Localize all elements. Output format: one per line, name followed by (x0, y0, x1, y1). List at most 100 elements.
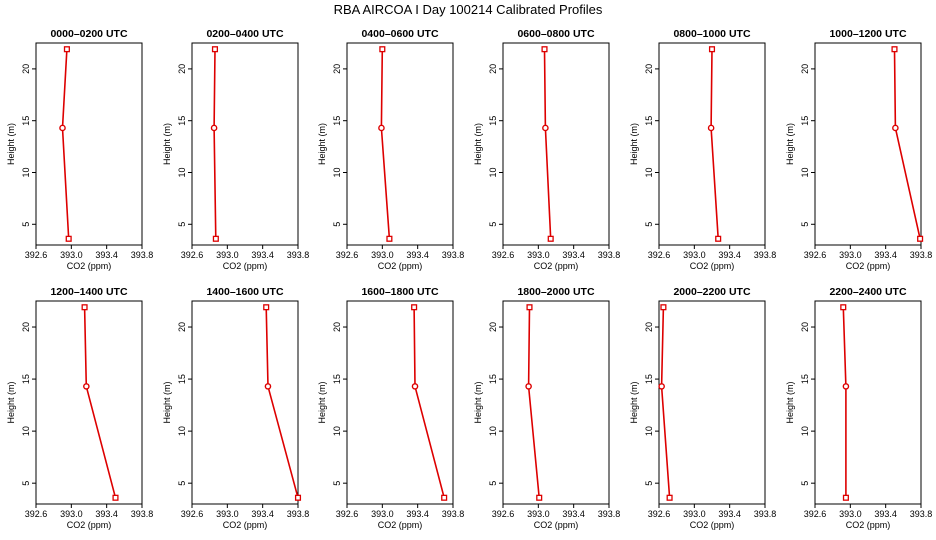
panel-title: 2200–2400 UTC (829, 286, 906, 298)
y-tick-label: 15 (21, 374, 31, 384)
data-point (917, 235, 924, 242)
series-line (893, 49, 921, 239)
x-tick-label: 393.4 (251, 250, 274, 260)
x-axis-label: CO2 (ppm) (378, 520, 423, 530)
y-tick-label: 20 (644, 322, 654, 332)
x-tick-label: 393.4 (718, 250, 741, 260)
plot-frame (35, 300, 143, 505)
y-tick-label: 5 (177, 481, 187, 486)
y-tick-label: 5 (488, 481, 498, 486)
panel-title: 0800–1000 UTC (673, 28, 750, 40)
y-tick-label: 20 (800, 64, 810, 74)
y-tick-label: 20 (488, 64, 498, 74)
plot-frame (502, 42, 610, 246)
series-line (265, 307, 299, 499)
x-tick-label: 393.4 (95, 509, 118, 519)
y-tick-label: 10 (332, 426, 342, 436)
plot-frame (191, 300, 299, 505)
panel-title: 0200–0400 UTC (206, 28, 283, 40)
data-point (525, 383, 532, 390)
y-tick-label: 5 (21, 481, 31, 486)
y-tick-label: 20 (488, 322, 498, 332)
y-tick-label: 5 (332, 481, 342, 486)
y-tick-label: 20 (21, 64, 31, 74)
x-axis-label: CO2 (ppm) (690, 261, 735, 271)
y-axis-label: Height (m) (6, 381, 16, 423)
data-point (892, 124, 899, 132)
x-tick-label: 393.0 (683, 509, 706, 519)
data-point (63, 46, 70, 53)
x-tick-label: 393.0 (371, 250, 394, 260)
x-axis-label: CO2 (ppm) (534, 261, 579, 271)
y-tick-label: 10 (644, 426, 654, 436)
x-tick-label: 393.4 (406, 250, 429, 260)
y-tick-label: 5 (644, 481, 654, 486)
x-tick-label: 393.8 (131, 509, 154, 519)
panel-title: 1000–1200 UTC (829, 28, 906, 40)
plot-frame (346, 42, 454, 246)
profile-panel-5: 0800–1000 UTC 392.6 393.0 393.4 393.8 5 10 15 20… (629, 28, 776, 271)
y-axis-label: Height (m) (317, 123, 327, 165)
y-tick-label: 15 (488, 374, 498, 384)
y-tick-label: 15 (332, 374, 342, 384)
y-tick-label: 5 (332, 222, 342, 227)
series-line (842, 307, 847, 498)
y-tick-label: 10 (488, 167, 498, 177)
x-tick-label: 392.6 (492, 509, 515, 519)
x-tick-label: 393.4 (874, 250, 897, 260)
data-point (707, 124, 715, 132)
data-point (526, 304, 533, 311)
x-axis-label: CO2 (ppm) (534, 520, 579, 530)
y-tick-label: 20 (177, 322, 187, 332)
x-tick-label: 393.8 (910, 250, 933, 260)
y-tick-label: 10 (332, 167, 342, 177)
data-point (441, 494, 448, 501)
data-point (379, 46, 386, 53)
data-point (112, 494, 119, 501)
x-tick-label: 393.0 (371, 509, 394, 519)
panel-title: 1600–1800 UTC (361, 286, 438, 298)
x-tick-label: 392.6 (492, 250, 515, 260)
x-tick-label: 392.6 (804, 250, 827, 260)
y-tick-label: 10 (177, 167, 187, 177)
y-tick-label: 10 (644, 167, 654, 177)
panel-title: 2000–2200 UTC (673, 286, 750, 298)
y-tick-label: 10 (800, 167, 810, 177)
panel-title: 0400–0600 UTC (361, 28, 438, 40)
panel-title: 1800–2000 UTC (517, 286, 594, 298)
series-line (61, 49, 70, 239)
y-axis-label: Height (m) (162, 123, 172, 165)
y-tick-label: 10 (488, 426, 498, 436)
x-tick-label: 393.0 (527, 250, 550, 260)
plot-frame (35, 42, 143, 246)
y-tick-label: 15 (177, 374, 187, 384)
data-point (547, 235, 554, 242)
x-tick-label: 392.6 (25, 250, 48, 260)
x-tick-label: 393.4 (718, 509, 741, 519)
y-tick-label: 20 (800, 322, 810, 332)
data-point (411, 383, 419, 390)
x-tick-label: 393.8 (287, 250, 310, 260)
y-axis-label: Height (m) (629, 381, 639, 423)
x-tick-label: 393.8 (131, 250, 154, 260)
x-tick-label: 393.0 (839, 250, 862, 260)
plot-frame (346, 300, 454, 505)
y-tick-label: 10 (177, 426, 187, 436)
x-axis-label: CO2 (ppm) (846, 520, 891, 530)
y-tick-label: 5 (800, 222, 810, 227)
x-tick-label: 393.4 (874, 509, 897, 519)
data-point (536, 494, 543, 501)
x-tick-label: 392.6 (648, 250, 671, 260)
data-point (378, 124, 385, 132)
y-axis-label: Height (m) (473, 123, 483, 165)
y-tick-label: 20 (332, 64, 342, 74)
x-tick-label: 393.0 (216, 250, 239, 260)
x-tick-label: 393.8 (598, 250, 621, 260)
x-tick-label: 392.6 (336, 509, 359, 519)
x-tick-label: 393.8 (442, 250, 465, 260)
y-axis-label: Height (m) (473, 381, 483, 423)
plot-frame (814, 300, 922, 505)
y-tick-label: 5 (800, 481, 810, 486)
data-point (411, 304, 418, 311)
x-tick-label: 393.4 (562, 250, 585, 260)
